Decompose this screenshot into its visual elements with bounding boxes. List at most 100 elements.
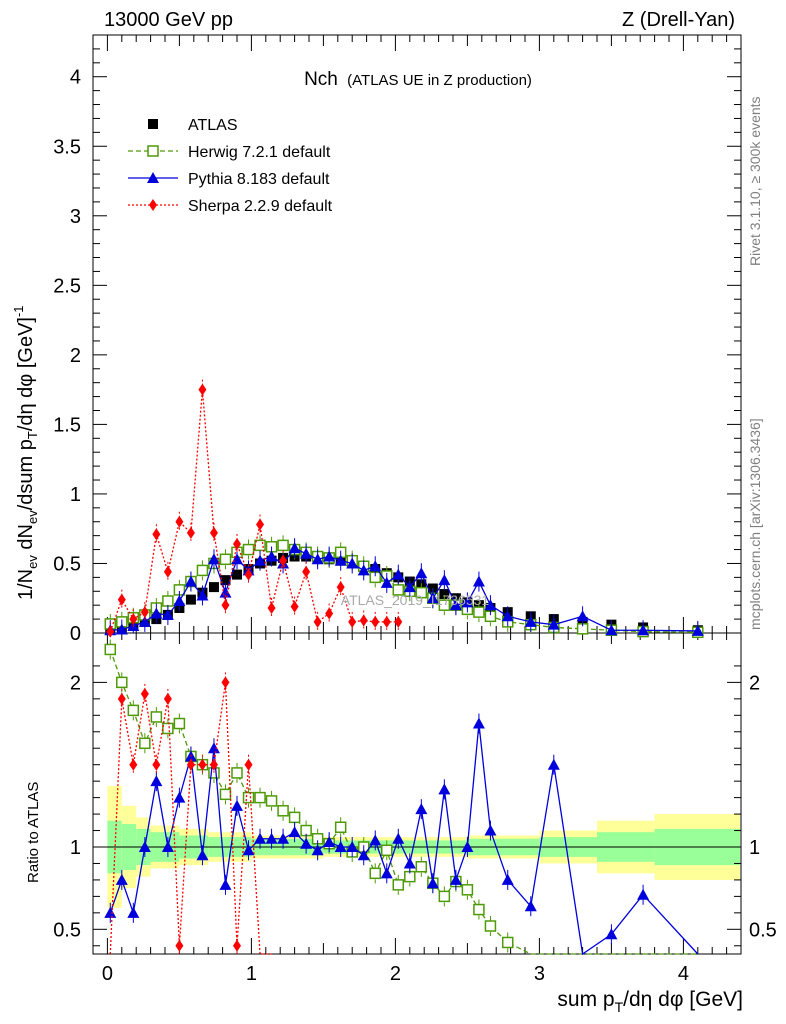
- ratio-pythia-point: [231, 799, 243, 811]
- ratio-pythia-point: [104, 906, 117, 918]
- ratio-herwig-point: [461, 884, 474, 896]
- main-sherpa-point: [209, 526, 218, 539]
- header-right: Z (Drell-Yan): [622, 9, 735, 31]
- main-sherpa-point: [152, 528, 161, 541]
- main-pythia-point: [576, 610, 589, 622]
- ratio-sherpa-point: [198, 758, 207, 771]
- legend-pythia-label: Pythia 8.183 default: [188, 171, 330, 188]
- main-atlas-point: [208, 582, 219, 593]
- ratio-pythia-point: [127, 906, 140, 918]
- ratio-pythia-point: [115, 873, 128, 885]
- ratio-pythia-point: [415, 803, 428, 815]
- ratio-pythia-point: [380, 867, 393, 879]
- legend: ATLAS Herwig 7.2.1 default Pythia 8.183 de…: [128, 117, 333, 215]
- main-sherpa-point: [140, 606, 149, 619]
- ratio-pythia-point: [334, 841, 347, 852]
- main-atlas-point: [439, 589, 450, 600]
- main-pythia-point: [637, 624, 650, 636]
- plot-title-main: Nch: [304, 69, 338, 90]
- main-pythia-point: [415, 567, 428, 579]
- ratio-herwig-point: [173, 717, 186, 730]
- x-tick-label: 3: [534, 963, 545, 985]
- ratio-pythia-point: [438, 783, 451, 795]
- main-pythia-point: [449, 599, 462, 611]
- ratio-herwig-point: [139, 737, 151, 750]
- main-sherpa-point: [106, 625, 115, 638]
- ratio-y-tick-label-right: 1: [749, 837, 760, 859]
- ratio-pythia-point: [173, 791, 186, 803]
- main-herwig-point: [219, 553, 232, 566]
- main-pythia-point: [472, 575, 485, 587]
- main-pythia-point: [207, 553, 220, 565]
- main-y-tick-label: 2.5: [53, 275, 81, 297]
- main-sherpa-point: [279, 554, 288, 567]
- main-pythia-point: [254, 554, 267, 566]
- ratio-pythia-point: [524, 900, 537, 912]
- main-herwig-point: [438, 599, 451, 611]
- ratio-y-axis-label: Ratio to ATLAS: [25, 782, 42, 883]
- main-sherpa-point: [313, 615, 322, 628]
- main-pythia-point: [196, 589, 209, 601]
- main-herwig-point: [242, 543, 255, 556]
- main-pythia-point: [501, 610, 514, 622]
- ratio-y-tick-label: 0.5: [53, 919, 81, 941]
- main-y-tick-label: 1.5: [53, 414, 81, 436]
- main-sherpa-point: [233, 537, 241, 550]
- main-pythia-point: [524, 615, 537, 627]
- ratio-pythia-point: [300, 837, 313, 849]
- main-herwig-point: [473, 606, 485, 618]
- main-pythia-point: [392, 568, 405, 580]
- ratio-herwig-point: [127, 704, 140, 717]
- main-sherpa-line: [109, 389, 399, 632]
- main-y-tick-label: 0: [70, 623, 81, 645]
- ratio-herwig-point: [277, 805, 289, 817]
- main-sherpa-point: [325, 607, 334, 620]
- ratio-herwig-point: [242, 791, 255, 804]
- ratio-pythia-point: [196, 849, 209, 861]
- main-atlas-point: [185, 594, 196, 605]
- main-herwig-point: [415, 586, 428, 599]
- rivet-version: Rivet 3.1.10, ≥ 300k events: [747, 96, 763, 266]
- ratio-sherpa-point: [140, 687, 149, 700]
- ratio-frame: [92, 632, 742, 955]
- ratio-sherpa-point: [209, 758, 218, 771]
- main-pythia-point: [265, 550, 278, 562]
- main-pythia-point: [547, 618, 560, 630]
- ratio-herwig-point: [473, 903, 485, 916]
- main-series: [104, 379, 704, 639]
- main-atlas-point: [232, 569, 242, 580]
- main-pythia-point: [311, 553, 324, 565]
- ratio-pythia-point: [242, 844, 255, 856]
- ratio-y-tick-label-right: 2: [749, 672, 760, 694]
- ratio-sherpa-point: [117, 692, 126, 705]
- main-pythia-point: [438, 574, 451, 586]
- ratio-pythia-point: [449, 873, 462, 885]
- ratio-pythia-point: [150, 775, 163, 787]
- main-pythia-point: [288, 542, 301, 554]
- ratio-herwig-point: [162, 722, 174, 735]
- main-pythia-point: [369, 560, 382, 572]
- main-y-tick-label: 0.5: [53, 553, 81, 575]
- main-pythia-point: [605, 624, 618, 636]
- main-pythia-point: [334, 554, 347, 566]
- ratio-y-tick-label: 2: [70, 672, 81, 694]
- main-pythia-point: [161, 608, 174, 620]
- ratio-herwig-point: [265, 795, 278, 807]
- ratio-sherpa-point: [175, 939, 184, 952]
- legend-herwig-label: Herwig 7.2.1 default: [188, 144, 331, 161]
- main-pythia-point: [323, 550, 336, 562]
- ratio-pythia-point: [346, 841, 359, 852]
- ratio-y-tick-label: 1: [70, 837, 81, 859]
- main-sherpa-point: [244, 568, 253, 581]
- legend-pythia-marker: [147, 172, 159, 183]
- header-left: 13000 GeV pp: [104, 9, 233, 31]
- main-sherpa-point: [394, 615, 403, 628]
- ratio-herwig-point: [231, 767, 243, 779]
- ratio-pythia-point: [357, 849, 370, 861]
- main-pythia-point: [184, 575, 197, 587]
- ratio-sherpa-point: [244, 758, 253, 771]
- ratio-pythia-point: [472, 717, 485, 729]
- ratio-herwig-point: [381, 844, 393, 857]
- x-tick-label: 4: [678, 963, 689, 985]
- ratio-pythia-point: [265, 832, 278, 844]
